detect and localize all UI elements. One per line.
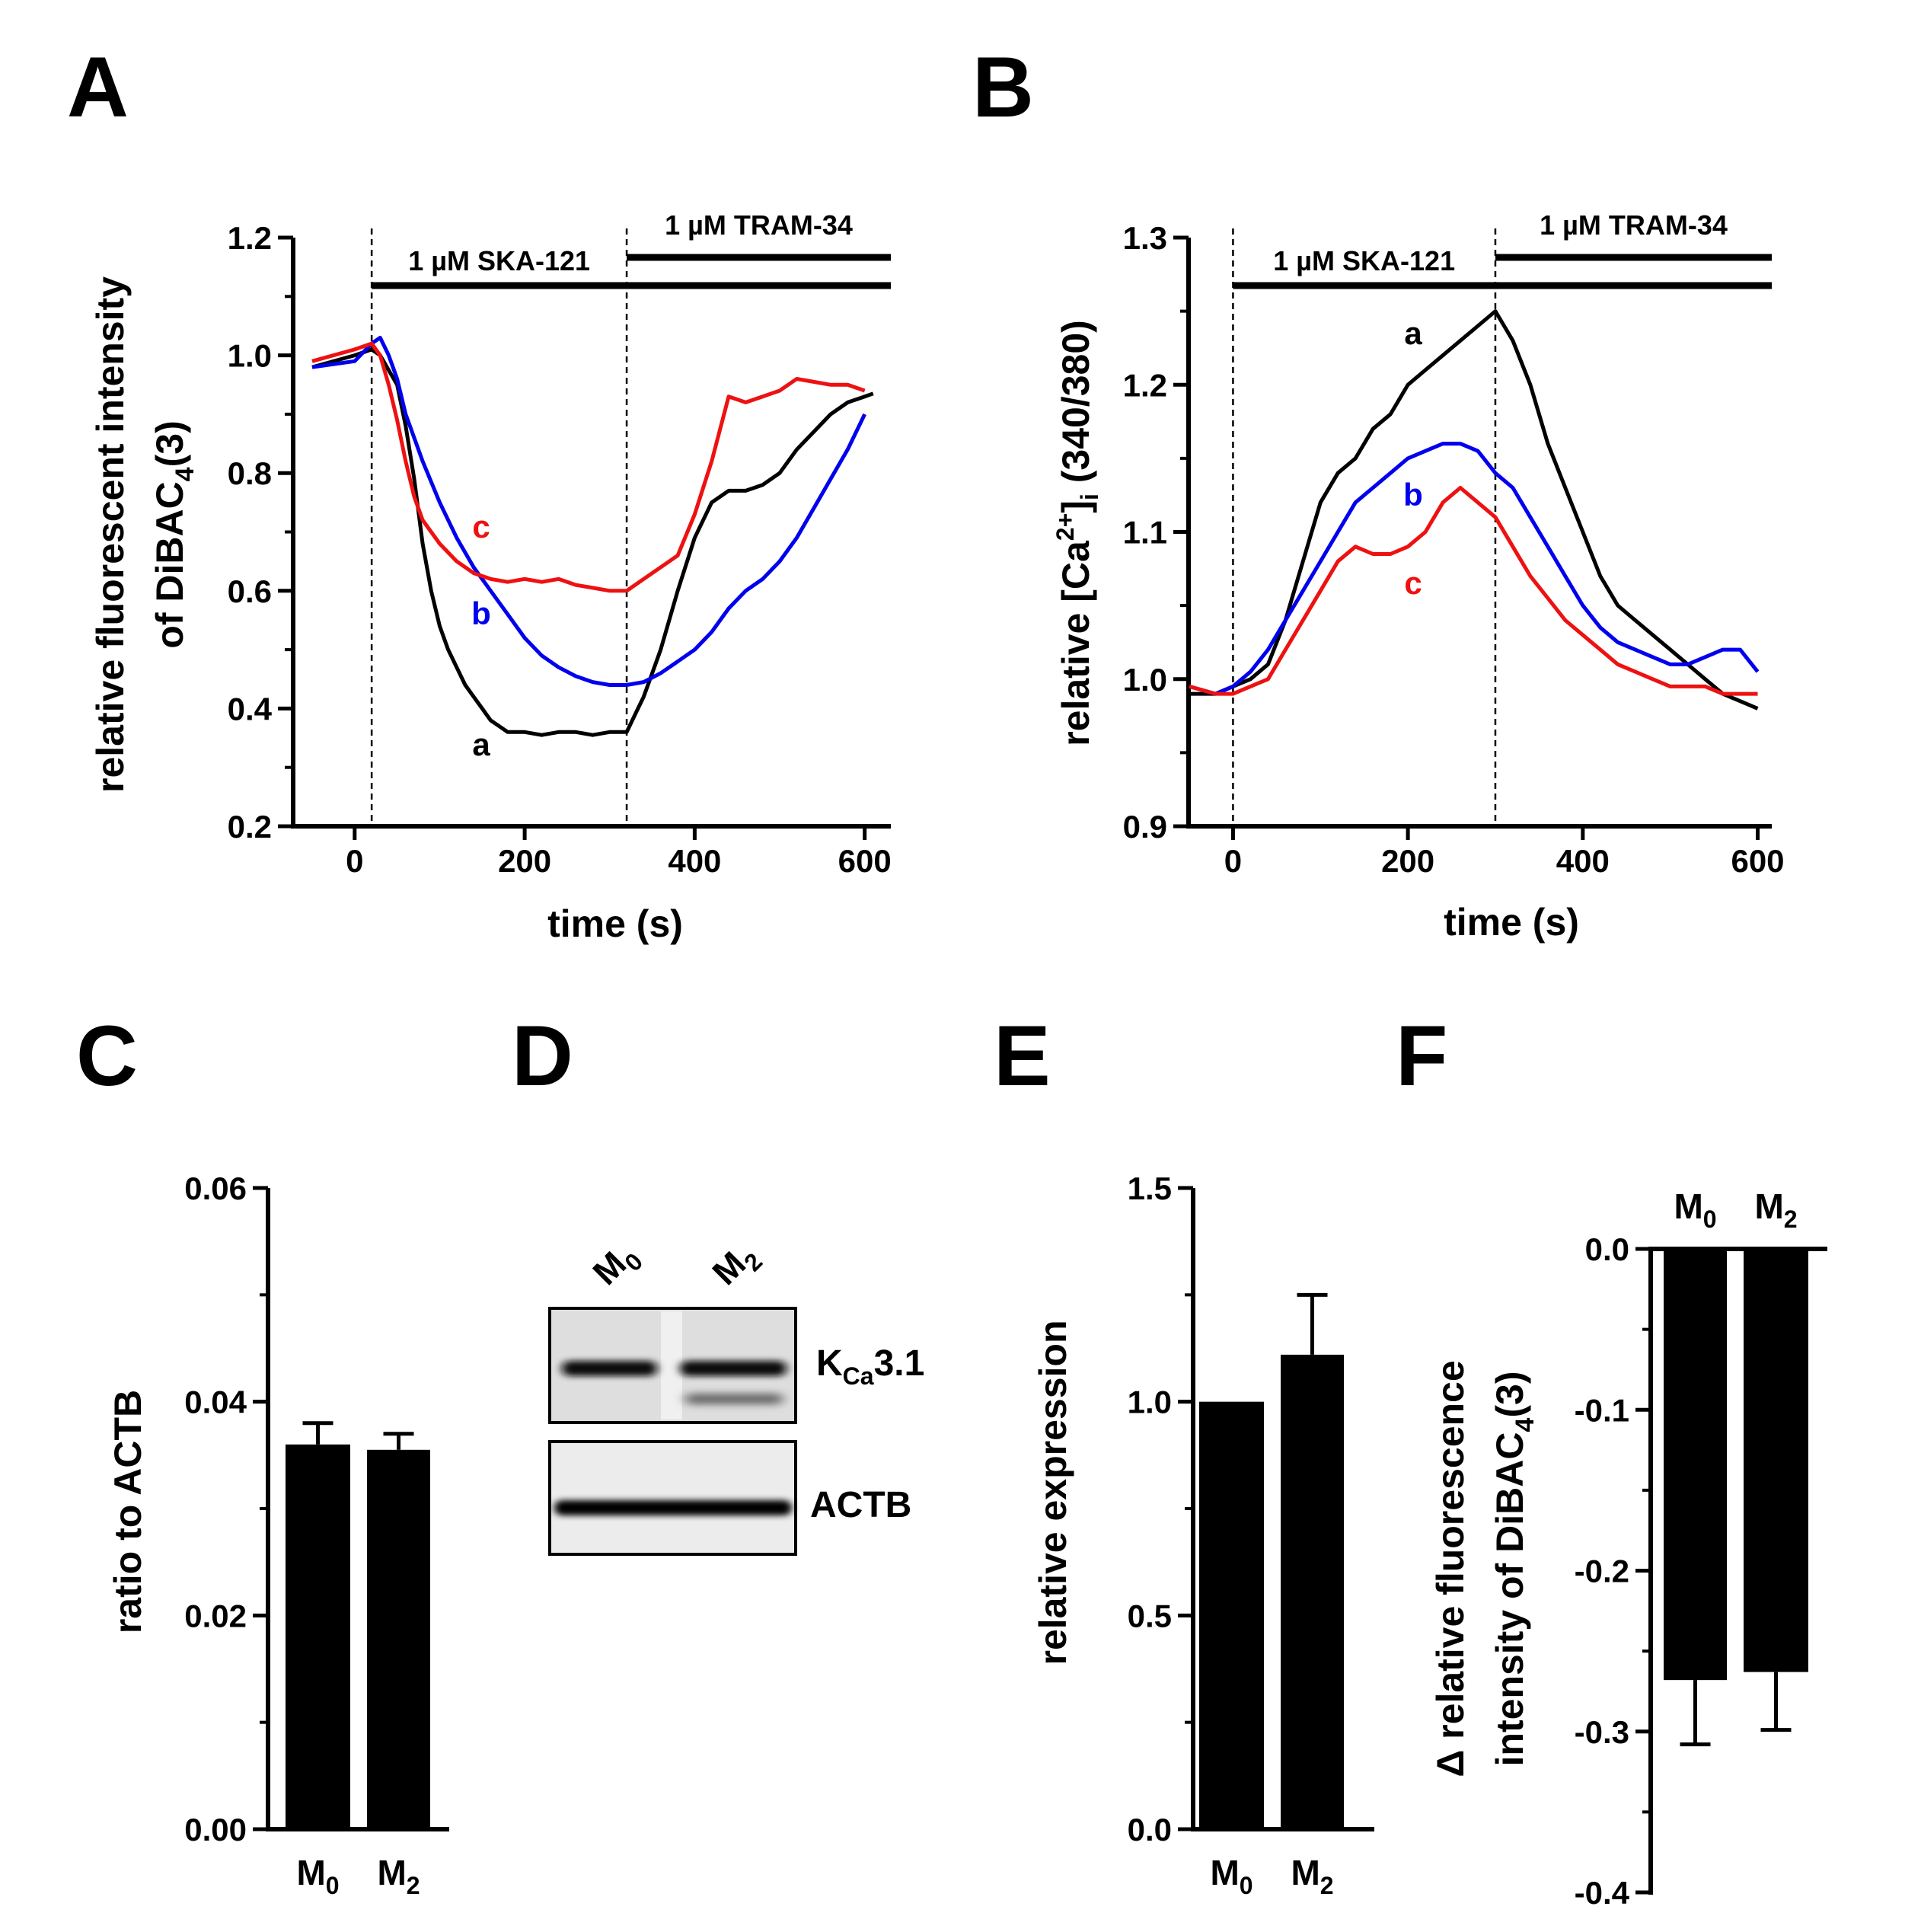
panel-e-y-tick-label: 0.0 <box>1128 1812 1172 1847</box>
blot-label-actb: ACTB <box>810 1485 911 1525</box>
panel-f-y-tick-label: -0.3 <box>1575 1714 1629 1750</box>
panel-a-trace-a <box>311 347 874 737</box>
panel-f-y-tick-label: -0.2 <box>1575 1554 1629 1589</box>
panel-f-y-tick-label: 0.0 <box>1585 1231 1629 1267</box>
blot-label-kca: KCa3.1 <box>816 1343 924 1390</box>
panel-f-category-label: M0 <box>1674 1186 1716 1233</box>
panel-f-y-tick-label: -0.4 <box>1575 1875 1630 1911</box>
panel-e-ylabel: relative expression <box>1032 1320 1074 1665</box>
panel-e-category-label: M0 <box>1210 1853 1252 1899</box>
panel-b-y-tick-label: 1.1 <box>1123 515 1167 551</box>
panel-a-xlabel: time (s) <box>547 902 683 945</box>
panel-e-y-tick-label: 1.5 <box>1128 1170 1172 1206</box>
panel-b-y-tick-label: 1.2 <box>1123 367 1167 403</box>
blot-panel-kca <box>548 1307 797 1424</box>
panel-a-trace-c <box>311 341 866 593</box>
panel-a-y-tick-label: 0.8 <box>228 455 272 491</box>
panel-f-y-tick-label: -0.1 <box>1575 1392 1629 1428</box>
panel-b-x-tick-label: 0 <box>1224 843 1242 879</box>
panel-c-ylabel: ratio to ACTB <box>107 1390 149 1633</box>
panel-b-x-tick-label: 200 <box>1381 843 1434 879</box>
western-blot: M0 M2 KCa3.1 ACTB <box>548 1234 924 1556</box>
panel-a-trace-label-c: c <box>472 509 490 544</box>
panel-b-xlabel: time (s) <box>1444 901 1579 944</box>
panel-a-chart: relative fluorescent intensity of DiBAC4… <box>89 209 892 945</box>
panel-b-y-tick-label: 1.3 <box>1123 220 1167 256</box>
panel-a-y-tick-label: 0.6 <box>228 573 272 609</box>
panel-e-y-tick-label: 0.5 <box>1128 1598 1172 1633</box>
panel-label-f: F <box>1396 1008 1447 1103</box>
panel-label-a: A <box>67 40 129 135</box>
panel-e-bar-1 <box>1281 1354 1344 1829</box>
panel-c-chart: ratio to ACTB M0 M2 0.06 0.04 0.02 0.00 <box>107 1170 449 1899</box>
panel-b-x-tick-label: 600 <box>1731 843 1784 879</box>
panel-label-e: E <box>994 1008 1051 1103</box>
panel-a-tram-label: 1 µM TRAM-34 <box>665 209 853 241</box>
panel-c-bar-0 <box>286 1444 350 1829</box>
panel-a-x-tick-label: 400 <box>668 843 721 879</box>
panel-c-bar-1 <box>367 1449 430 1829</box>
panel-a-y-tick-label: 1.0 <box>228 338 272 374</box>
panel-label-c: C <box>76 1008 138 1103</box>
panel-b-trace-label-a: a <box>1404 315 1422 351</box>
panel-f-ylabel-line2: intensity of DiBAC4(3) <box>1489 1372 1540 1767</box>
panel-e-y-tick-label: 1.0 <box>1128 1384 1172 1420</box>
panel-b-tram-label: 1 µM TRAM-34 <box>1540 209 1728 241</box>
kca-faint-band-m2 <box>685 1394 783 1404</box>
panel-c-category-label: M0 <box>296 1853 339 1899</box>
panel-c-y-tick-label: 0.04 <box>184 1384 247 1420</box>
panel-b-y-tick-label: 0.9 <box>1123 809 1167 845</box>
panel-a-trace-b <box>311 335 866 687</box>
panel-a-y-tick-label: 0.2 <box>228 809 272 845</box>
panel-label-b: B <box>972 40 1034 135</box>
blot-lane-label-m2: M2 <box>704 1234 767 1298</box>
panel-a-y-tick-label: 0.4 <box>228 691 273 726</box>
panel-b-trace-label-c: c <box>1404 565 1422 601</box>
panel-a-trace-label-a: a <box>472 726 490 762</box>
panel-f-ylabel-line1: Δ relative fluorescence <box>1429 1360 1472 1777</box>
kca-band-m0 <box>562 1361 657 1376</box>
panel-b-trace-label-b: b <box>1403 477 1423 513</box>
panel-c-y-tick-label: 0.02 <box>184 1598 247 1633</box>
panel-a-ska-label: 1 µM SKA-121 <box>408 245 590 276</box>
panel-b-y-tick-label: 1.0 <box>1123 662 1167 698</box>
panel-a-x-tick-label: 0 <box>346 843 363 879</box>
panel-f-bar-0 <box>1664 1249 1727 1681</box>
actb-band <box>554 1500 792 1515</box>
panel-a-ylabel-line1: relative fluorescent intensity <box>89 276 132 793</box>
panel-c-category-label: M2 <box>377 1853 420 1899</box>
panel-a-trace-label-b: b <box>471 596 491 631</box>
panel-b-ylabel: relative [Ca2+]i (340/380) <box>1051 320 1103 746</box>
panel-b-trace-a <box>1189 309 1759 711</box>
kca-band-m2 <box>680 1361 787 1376</box>
panel-f-bar-1 <box>1744 1249 1808 1672</box>
panel-label-d: D <box>512 1008 573 1103</box>
panel-b-chart: relative [Ca2+]i (340/380) time (s) 1.3 1… <box>1051 209 1785 944</box>
blot-lane-gap <box>661 1311 682 1419</box>
panel-e-chart: relative expression M0 M2 1.5 1.0 0.5 0.0 <box>1032 1170 1374 1899</box>
panel-a-ylabel-line2: of DiBAC4(3) <box>148 420 199 648</box>
panel-b-x-tick-label: 400 <box>1556 843 1610 879</box>
panel-a-x-tick-label: 200 <box>498 843 551 879</box>
panel-c-y-tick-label: 0.06 <box>184 1170 247 1206</box>
panel-b-ska-label: 1 µM SKA-121 <box>1273 245 1455 276</box>
panel-e-bar-0 <box>1199 1401 1264 1829</box>
panel-f-chart: Δ relative fluorescence intensity of DiB… <box>1429 1186 1827 1911</box>
panel-a-x-tick-label: 600 <box>838 843 892 879</box>
panel-f-category-label: M2 <box>1754 1186 1797 1233</box>
blot-lane-label-m0: M0 <box>585 1234 648 1298</box>
panel-a-y-tick-label: 1.2 <box>228 220 272 256</box>
panel-b-trace-b <box>1189 442 1760 696</box>
panel-e-category-label: M2 <box>1291 1853 1333 1899</box>
panel-b-trace-c <box>1189 486 1758 696</box>
blot-panel-actb <box>548 1440 797 1556</box>
panel-c-y-tick-label: 0.00 <box>184 1812 247 1847</box>
